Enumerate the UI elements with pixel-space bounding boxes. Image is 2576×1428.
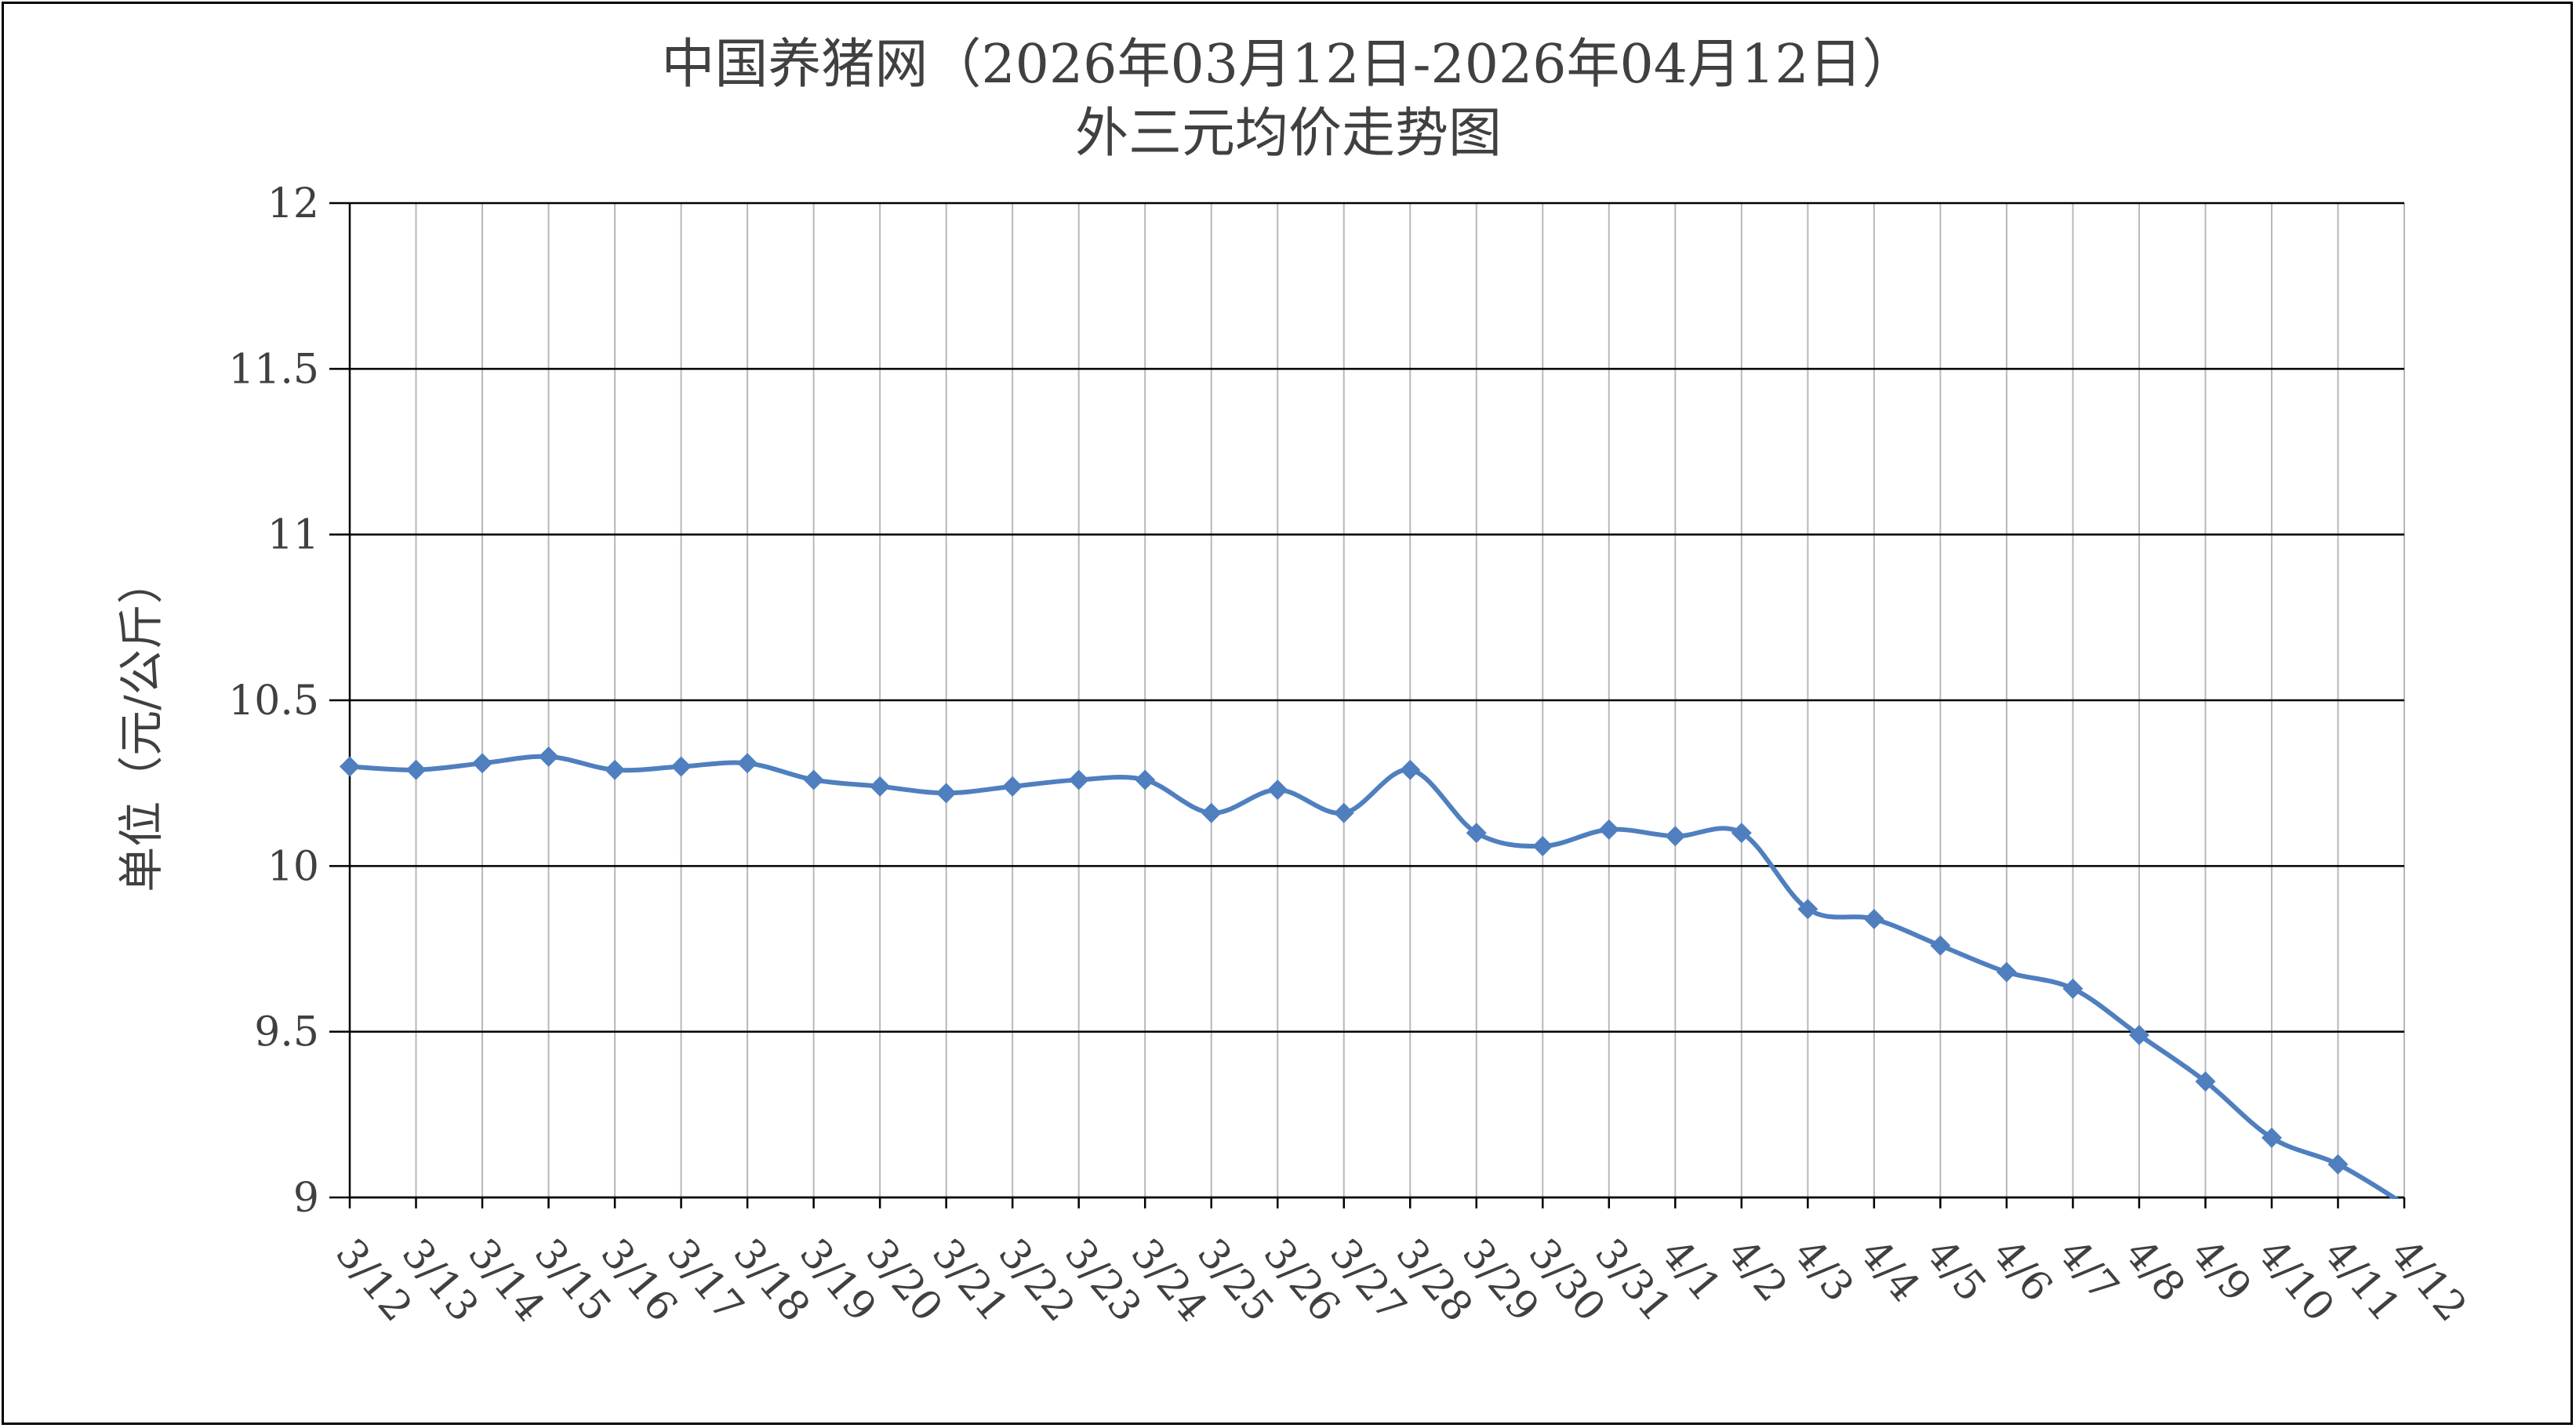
- y-tick-label: 11: [267, 512, 319, 559]
- y-tick-label: 11.5: [228, 346, 319, 393]
- series-layer: [340, 746, 2401, 1199]
- y-tick-labels: 9 9.5 10 10.5 11 11.5 12: [228, 180, 319, 1222]
- data-point: [472, 753, 493, 774]
- chart-subtitle: 外三元均价走势图: [1075, 103, 1502, 165]
- data-point: [1731, 823, 1752, 844]
- x-tick-label: 4/6: [1983, 1230, 2062, 1311]
- x-tick-label: 3/18: [724, 1230, 819, 1331]
- x-tick-label: 3/21: [923, 1230, 1018, 1331]
- data-point: [936, 783, 957, 804]
- x-tick-label: 3/25: [1188, 1230, 1283, 1331]
- data-point: [1532, 835, 1553, 856]
- series-line: [349, 754, 2401, 1199]
- data-point: [870, 776, 891, 797]
- x-tick-label: 4/4: [1851, 1230, 1929, 1311]
- x-tick-label: 3/29: [1453, 1230, 1548, 1331]
- data-point: [1400, 759, 1421, 780]
- data-point: [605, 759, 626, 780]
- x-tick-label: 3/17: [658, 1230, 753, 1331]
- data-point: [2327, 1154, 2349, 1175]
- data-point: [1466, 823, 1487, 844]
- y-tick-label: 10.5: [228, 678, 319, 725]
- x-tick-label: 3/12: [326, 1230, 421, 1331]
- data-point: [2195, 1071, 2216, 1092]
- x-tick-label: 3/20: [856, 1230, 951, 1331]
- x-tick-label: 4/12: [2381, 1230, 2476, 1331]
- x-tick-labels: 3/123/133/143/153/163/173/183/193/203/21…: [326, 1230, 2476, 1331]
- data-point: [1797, 899, 1818, 920]
- x-tick-label: 3/27: [1321, 1230, 1415, 1331]
- x-tick-label: 3/13: [393, 1230, 488, 1331]
- x-tick-label: 3/16: [591, 1230, 686, 1331]
- y-tick-label: 9.5: [254, 1009, 319, 1056]
- data-point: [1267, 779, 1288, 801]
- data-point: [538, 746, 559, 767]
- x-tick-label: 3/22: [989, 1230, 1084, 1331]
- x-tick-label: 4/8: [2116, 1230, 2194, 1311]
- x-tick-label: 3/19: [790, 1230, 885, 1331]
- data-point: [670, 756, 692, 777]
- chart-svg: 中国养猪网（2026年03月12日-2026年04月12日） 外三元均价走势图 …: [114, 34, 2476, 1331]
- x-tick-label: 3/30: [1519, 1230, 1614, 1331]
- x-tick-label: 4/7: [2049, 1230, 2127, 1311]
- x-tick-label: 3/24: [1121, 1230, 1216, 1331]
- x-tick-label: 4/9: [2182, 1230, 2260, 1311]
- chart-title: 中国养猪网（2026年03月12日-2026年04月12日）: [661, 34, 1915, 96]
- data-point: [2128, 1024, 2149, 1045]
- data-point: [2062, 978, 2084, 999]
- x-tick-label: 4/3: [1784, 1230, 1862, 1311]
- data-point: [1333, 802, 1354, 823]
- x-tick-label: 3/15: [525, 1230, 620, 1331]
- y-tick-label: 9: [293, 1175, 319, 1222]
- x-tick-label: 3/28: [1386, 1230, 1481, 1331]
- data-point: [803, 769, 824, 790]
- data-point: [1068, 769, 1089, 790]
- x-tick-label: 3/23: [1055, 1230, 1150, 1331]
- data-point: [1665, 826, 1686, 847]
- x-tick-label: 4/11: [2315, 1230, 2410, 1331]
- x-tick-label: 4/10: [2248, 1230, 2343, 1331]
- y-axis-title: 单位（元/公斤）: [114, 558, 168, 892]
- y-tick-label: 10: [267, 843, 319, 890]
- data-point: [1930, 935, 1951, 956]
- x-tick-label: 3/26: [1254, 1230, 1349, 1331]
- data-point: [340, 756, 360, 777]
- data-point: [1996, 961, 2017, 983]
- x-tick-label: 4/2: [1718, 1230, 1797, 1311]
- x-tick-label: 3/31: [1586, 1230, 1680, 1331]
- data-point: [1135, 769, 1156, 790]
- data-point: [737, 753, 758, 774]
- data-point: [2261, 1127, 2282, 1148]
- x-tick-label: 3/14: [459, 1230, 554, 1331]
- data-point: [1598, 819, 1619, 840]
- data-point: [1863, 908, 1884, 929]
- y-tick-label: 12: [267, 180, 319, 227]
- data-point: [1201, 802, 1222, 823]
- data-point: [405, 759, 427, 780]
- x-tick-label: 4/5: [1917, 1230, 1995, 1311]
- data-point: [1002, 776, 1023, 797]
- grid-layer: [329, 202, 2406, 1208]
